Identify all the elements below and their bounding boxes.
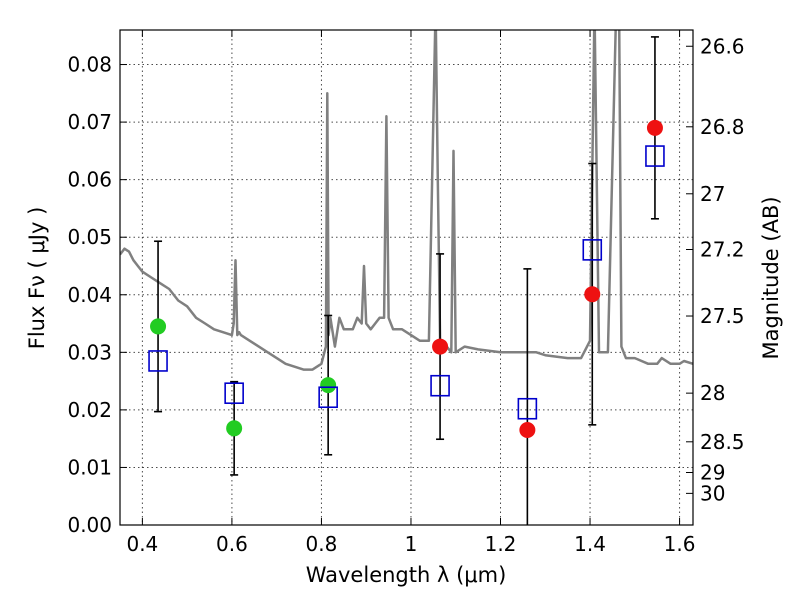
nondetection-point	[432, 338, 449, 355]
x-tick-label: 1	[405, 532, 418, 556]
y-tick-label: 0.01	[67, 455, 112, 479]
right-axis-label: Magnitude (AB)	[759, 196, 783, 359]
right-tick-label: 27	[700, 182, 725, 206]
errorbar-layer	[154, 36, 659, 525]
ticks-layer	[120, 30, 693, 526]
right-tick-label: 26.6	[700, 34, 745, 58]
y-tick-label: 0.06	[67, 168, 112, 192]
right-tick-label: 28	[700, 381, 725, 405]
model-photometry-square	[517, 397, 538, 420]
y-tick-label: 0.04	[67, 283, 112, 307]
right-tick-label: 28.5	[700, 430, 745, 454]
right-tick-label: 27.2	[700, 238, 745, 262]
y-tick-label: 0.07	[67, 110, 112, 134]
y-tick-label: 0.02	[67, 398, 112, 422]
model-photometry-square	[645, 145, 665, 167]
model-photometry-square	[430, 374, 450, 397]
y-tick-label: 0.00	[67, 513, 112, 537]
right-tick-label: 27.5	[700, 304, 745, 328]
right-tick-label: 29	[700, 461, 725, 485]
nondetection-point	[519, 422, 536, 439]
x-tick-label: 0.4	[126, 532, 158, 556]
model-photometry-square	[148, 350, 168, 372]
grid-lines	[120, 30, 693, 525]
model-photometry-square	[582, 239, 603, 261]
right-tick-label: 30	[700, 481, 725, 505]
data-points-layer	[148, 119, 665, 439]
x-tick-label: 0.8	[306, 532, 338, 556]
nondetection-point	[584, 286, 601, 303]
plot-frame	[119, 29, 694, 526]
detection-point	[320, 377, 337, 394]
detection-point	[226, 420, 243, 437]
x-tick-label: 1.2	[485, 532, 517, 556]
model-spectrum-line	[120, 30, 693, 371]
x-axis-label: Wavelength λ (μm)	[306, 563, 507, 587]
y-tick-label: 0.03	[67, 340, 112, 364]
model-photometry-square	[318, 386, 338, 409]
right-tick-label: 26.8	[700, 115, 745, 139]
y-tick-label: 0.05	[67, 225, 112, 249]
nondetection-point	[646, 119, 663, 136]
y-axis-label: Flux Fν ( μJy )	[25, 207, 49, 350]
x-tick-label: 1.4	[574, 532, 606, 556]
tick-labels-layer: 0.4 0.6 0.8 1 1.2 1.4 1.6 0.00 0.01 0.02 0.03 0.04 0…	[67, 34, 744, 556]
y-tick-label: 0.08	[67, 53, 112, 77]
x-tick-label: 0.6	[216, 532, 248, 556]
model-spectrum-layer	[120, 30, 693, 371]
detection-point	[150, 318, 167, 335]
model-photometry-square	[224, 382, 244, 404]
x-tick-label: 1.6	[664, 532, 696, 556]
